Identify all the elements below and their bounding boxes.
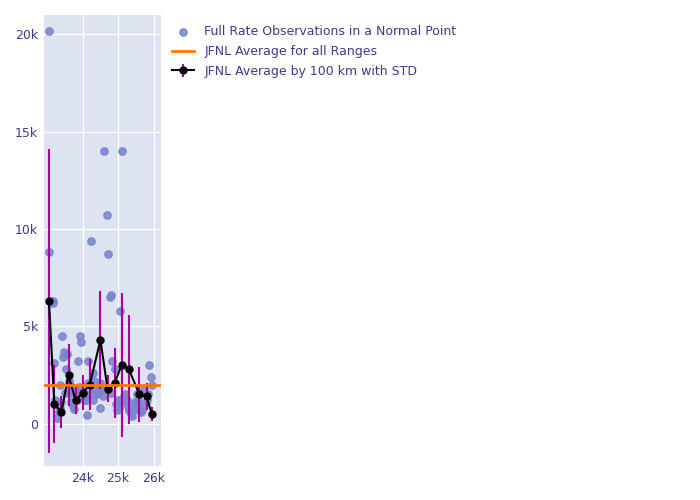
- Full Rate Observations in a Normal Point: [145, 373, 156, 381]
- Full Rate Observations in a Normal Point: [124, 406, 135, 414]
- Full Rate Observations in a Normal Point: [111, 400, 122, 408]
- Full Rate Observations in a Normal Point: [87, 396, 98, 404]
- Full Rate Observations in a Normal Point: [94, 404, 106, 412]
- Full Rate Observations in a Normal Point: [106, 388, 117, 396]
- Full Rate Observations in a Normal Point: [48, 299, 59, 307]
- Full Rate Observations in a Normal Point: [118, 392, 130, 400]
- Full Rate Observations in a Normal Point: [103, 250, 114, 258]
- Full Rate Observations in a Normal Point: [135, 408, 146, 416]
- Full Rate Observations in a Normal Point: [83, 379, 94, 387]
- Full Rate Observations in a Normal Point: [127, 412, 138, 420]
- Full Rate Observations in a Normal Point: [109, 365, 120, 373]
- Full Rate Observations in a Normal Point: [111, 406, 122, 414]
- Full Rate Observations in a Normal Point: [68, 388, 79, 396]
- Full Rate Observations in a Normal Point: [134, 404, 145, 412]
- Full Rate Observations in a Normal Point: [88, 369, 99, 377]
- Full Rate Observations in a Normal Point: [104, 293, 116, 301]
- Full Rate Observations in a Normal Point: [102, 212, 113, 220]
- Full Rate Observations in a Normal Point: [43, 26, 55, 34]
- Full Rate Observations in a Normal Point: [99, 147, 110, 155]
- Full Rate Observations in a Normal Point: [97, 392, 108, 400]
- Full Rate Observations in a Normal Point: [60, 365, 71, 373]
- Full Rate Observations in a Normal Point: [144, 362, 155, 370]
- Full Rate Observations in a Normal Point: [131, 390, 142, 398]
- Full Rate Observations in a Normal Point: [113, 396, 124, 404]
- Full Rate Observations in a Normal Point: [64, 388, 76, 396]
- Full Rate Observations in a Normal Point: [57, 332, 68, 340]
- Full Rate Observations in a Normal Point: [54, 404, 65, 412]
- Full Rate Observations in a Normal Point: [73, 358, 84, 366]
- Full Rate Observations in a Normal Point: [77, 386, 88, 394]
- Legend: Full Rate Observations in a Normal Point, JFNL Average for all Ranges, JFNL Aver: Full Rate Observations in a Normal Point…: [168, 21, 460, 82]
- Full Rate Observations in a Normal Point: [113, 404, 124, 412]
- Full Rate Observations in a Normal Point: [74, 382, 85, 390]
- Full Rate Observations in a Normal Point: [44, 248, 55, 256]
- Full Rate Observations in a Normal Point: [146, 380, 158, 388]
- Full Rate Observations in a Normal Point: [136, 406, 148, 414]
- Full Rate Observations in a Normal Point: [76, 338, 87, 346]
- Full Rate Observations in a Normal Point: [132, 396, 144, 404]
- Full Rate Observations in a Normal Point: [85, 236, 97, 244]
- Full Rate Observations in a Normal Point: [80, 396, 91, 404]
- Full Rate Observations in a Normal Point: [83, 358, 94, 366]
- Full Rate Observations in a Normal Point: [121, 396, 132, 404]
- Full Rate Observations in a Normal Point: [106, 291, 117, 299]
- Full Rate Observations in a Normal Point: [122, 402, 134, 410]
- Full Rate Observations in a Normal Point: [116, 147, 127, 155]
- Full Rate Observations in a Normal Point: [47, 297, 58, 305]
- Full Rate Observations in a Normal Point: [66, 398, 77, 406]
- Full Rate Observations in a Normal Point: [88, 377, 99, 385]
- Full Rate Observations in a Normal Point: [90, 384, 101, 392]
- Full Rate Observations in a Normal Point: [142, 390, 153, 398]
- Full Rate Observations in a Normal Point: [78, 392, 90, 400]
- Full Rate Observations in a Normal Point: [114, 307, 125, 315]
- Full Rate Observations in a Normal Point: [91, 390, 102, 398]
- Full Rate Observations in a Normal Point: [138, 384, 149, 392]
- Full Rate Observations in a Normal Point: [128, 406, 139, 414]
- Full Rate Observations in a Normal Point: [84, 390, 95, 398]
- Full Rate Observations in a Normal Point: [125, 410, 136, 418]
- Full Rate Observations in a Normal Point: [141, 396, 152, 404]
- Full Rate Observations in a Normal Point: [94, 379, 105, 387]
- Full Rate Observations in a Normal Point: [74, 332, 85, 340]
- Full Rate Observations in a Normal Point: [52, 414, 63, 422]
- Full Rate Observations in a Normal Point: [100, 384, 111, 392]
- Full Rate Observations in a Normal Point: [102, 384, 113, 392]
- Full Rate Observations in a Normal Point: [57, 354, 69, 362]
- Full Rate Observations in a Normal Point: [107, 358, 118, 366]
- Full Rate Observations in a Normal Point: [123, 406, 134, 414]
- Full Rate Observations in a Normal Point: [116, 396, 127, 404]
- Full Rate Observations in a Normal Point: [117, 398, 128, 406]
- Full Rate Observations in a Normal Point: [54, 380, 65, 388]
- Full Rate Observations in a Normal Point: [71, 396, 83, 404]
- Full Rate Observations in a Normal Point: [60, 388, 71, 396]
- Full Rate Observations in a Normal Point: [130, 398, 141, 406]
- Full Rate Observations in a Normal Point: [49, 360, 60, 368]
- Full Rate Observations in a Normal Point: [64, 380, 76, 388]
- Full Rate Observations in a Normal Point: [120, 390, 131, 398]
- Full Rate Observations in a Normal Point: [79, 396, 90, 404]
- Full Rate Observations in a Normal Point: [92, 388, 104, 396]
- Full Rate Observations in a Normal Point: [67, 402, 78, 410]
- Full Rate Observations in a Normal Point: [81, 411, 92, 419]
- Full Rate Observations in a Normal Point: [62, 350, 73, 358]
- Full Rate Observations in a Normal Point: [59, 348, 70, 356]
- Full Rate Observations in a Normal Point: [63, 377, 74, 385]
- Full Rate Observations in a Normal Point: [95, 382, 106, 390]
- Full Rate Observations in a Normal Point: [130, 398, 141, 406]
- Full Rate Observations in a Normal Point: [50, 396, 61, 404]
- Full Rate Observations in a Normal Point: [53, 408, 64, 416]
- Full Rate Observations in a Normal Point: [139, 400, 150, 408]
- Full Rate Observations in a Normal Point: [69, 405, 80, 413]
- Full Rate Observations in a Normal Point: [55, 398, 66, 406]
- Full Rate Observations in a Normal Point: [70, 386, 81, 394]
